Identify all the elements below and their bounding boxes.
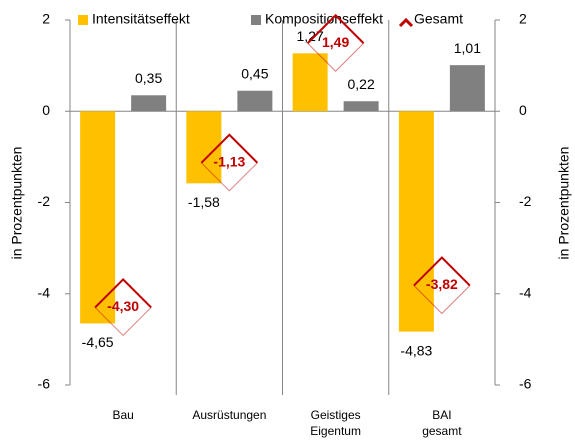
y2-tick-label: -4 [519,284,532,300]
legend-swatch [251,15,261,25]
value-label: 0,22 [348,76,375,92]
y2-tick-label: -6 [519,376,532,392]
value-label: -4,30 [107,298,139,314]
x-tick-label: Geistiges [311,408,361,422]
value-label: -4,65 [82,334,114,350]
legend-label: Gesamt [414,11,463,27]
x-tick-label: BAI [432,408,451,422]
y2-tick-label: 2 [519,11,527,27]
x-tick-label: Eigentum [310,424,361,438]
legend-label: Intensitätseffekt [92,11,190,27]
value-label: -4,83 [400,342,432,358]
x-tick-label: Ausrüstungen [192,408,266,422]
y-tick-label: -2 [38,193,51,209]
x-tick-label: gesamt [422,424,462,438]
bar [237,90,273,112]
gesamt-marker-lower [201,162,258,192]
value-label: 0,35 [135,70,162,86]
gesamt-marker [413,256,471,287]
y-tick-label: -6 [38,376,51,392]
y-tick-label: 0 [42,102,50,118]
bar [292,53,328,112]
value-label: 1,49 [322,34,349,50]
bar [449,65,485,112]
gesamt-marker-lower [307,42,364,72]
gesamt-marker [306,13,365,44]
y2-axis-title: in Prozentpunkten [556,147,572,260]
y-tick-label: 2 [42,11,50,27]
gesamt-marker [94,278,152,309]
legend-label: Kompositionseffekt [265,11,383,27]
bar [398,111,434,332]
bar [131,95,167,112]
value-label: -1,13 [213,154,245,170]
gesamt-marker [200,133,259,164]
y-tick-label: -4 [38,284,51,300]
value-label: 0,45 [241,65,268,81]
value-label: -3,82 [426,276,458,292]
bar [80,111,116,324]
value-label: -1,58 [188,194,220,210]
y2-tick-label: 0 [519,102,527,118]
value-label: 1,01 [454,40,481,56]
legend-swatch [398,17,414,28]
y2-tick-label: -2 [519,193,532,209]
gesamt-marker-lower [94,307,152,337]
gesamt-marker-lower [413,285,471,315]
value-label: 1,27 [297,28,324,44]
y-axis-title: in Prozentpunkten [9,147,25,260]
legend-swatch [78,15,88,25]
x-tick-label: Bau [112,408,133,422]
bar [343,101,379,112]
